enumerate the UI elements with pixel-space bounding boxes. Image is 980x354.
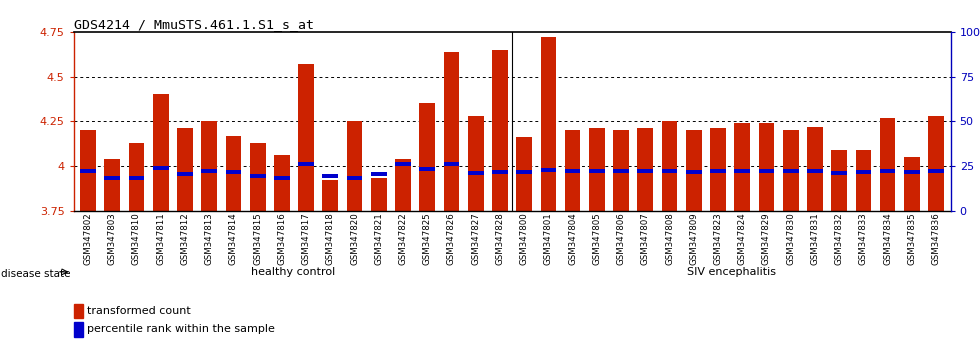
Bar: [153, 95, 169, 211]
Bar: [322, 180, 338, 211]
Bar: [904, 170, 919, 174]
Bar: [322, 174, 338, 178]
Bar: [250, 143, 266, 211]
Bar: [370, 172, 387, 176]
Bar: [274, 176, 290, 179]
Bar: [298, 64, 314, 211]
Bar: [686, 170, 702, 174]
Bar: [613, 169, 629, 173]
Bar: [710, 129, 726, 211]
Text: transformed count: transformed count: [87, 306, 191, 316]
Bar: [128, 176, 144, 179]
Bar: [492, 50, 508, 211]
Bar: [928, 116, 944, 211]
Bar: [177, 172, 193, 176]
Bar: [395, 162, 411, 166]
Bar: [492, 170, 508, 174]
Bar: [74, 304, 83, 319]
Bar: [80, 130, 96, 211]
Bar: [105, 159, 121, 211]
Bar: [250, 174, 266, 178]
Bar: [783, 130, 799, 211]
Bar: [225, 170, 241, 174]
Bar: [395, 159, 411, 211]
Bar: [80, 169, 96, 173]
Bar: [516, 170, 532, 174]
Bar: [153, 166, 169, 170]
Bar: [105, 176, 121, 179]
Bar: [225, 136, 241, 211]
Bar: [74, 322, 83, 337]
Bar: [564, 169, 580, 173]
Bar: [662, 169, 677, 173]
Bar: [419, 167, 435, 171]
Bar: [541, 37, 557, 211]
Bar: [928, 169, 944, 173]
Bar: [662, 121, 677, 211]
Text: healthy control: healthy control: [251, 267, 335, 277]
Bar: [856, 170, 871, 174]
Bar: [710, 169, 726, 173]
Bar: [564, 130, 580, 211]
Bar: [783, 169, 799, 173]
Bar: [880, 169, 896, 173]
Bar: [637, 129, 654, 211]
Bar: [201, 121, 217, 211]
Text: GDS4214 / MmuSTS.461.1.S1_s_at: GDS4214 / MmuSTS.461.1.S1_s_at: [74, 18, 314, 31]
Text: SIV encephalitis: SIV encephalitis: [687, 267, 776, 277]
Bar: [808, 169, 823, 173]
Bar: [856, 150, 871, 211]
Bar: [686, 130, 702, 211]
Bar: [347, 121, 363, 211]
Bar: [298, 162, 314, 166]
Bar: [467, 171, 483, 175]
Bar: [637, 169, 654, 173]
Bar: [589, 129, 605, 211]
Bar: [831, 171, 847, 175]
Bar: [831, 150, 847, 211]
Bar: [734, 123, 750, 211]
Bar: [734, 169, 750, 173]
Bar: [880, 118, 896, 211]
Bar: [808, 127, 823, 211]
Bar: [613, 130, 629, 211]
Text: disease state: disease state: [1, 269, 71, 279]
Bar: [201, 169, 217, 173]
Bar: [419, 103, 435, 211]
Bar: [759, 169, 774, 173]
Text: percentile rank within the sample: percentile rank within the sample: [87, 324, 275, 334]
Bar: [904, 157, 919, 211]
Bar: [128, 143, 144, 211]
Bar: [370, 178, 387, 211]
Bar: [516, 137, 532, 211]
Bar: [541, 169, 557, 172]
Bar: [177, 129, 193, 211]
Bar: [444, 162, 460, 166]
Bar: [467, 116, 483, 211]
Bar: [759, 123, 774, 211]
Bar: [589, 169, 605, 173]
Bar: [347, 176, 363, 179]
Bar: [274, 155, 290, 211]
Bar: [444, 52, 460, 211]
